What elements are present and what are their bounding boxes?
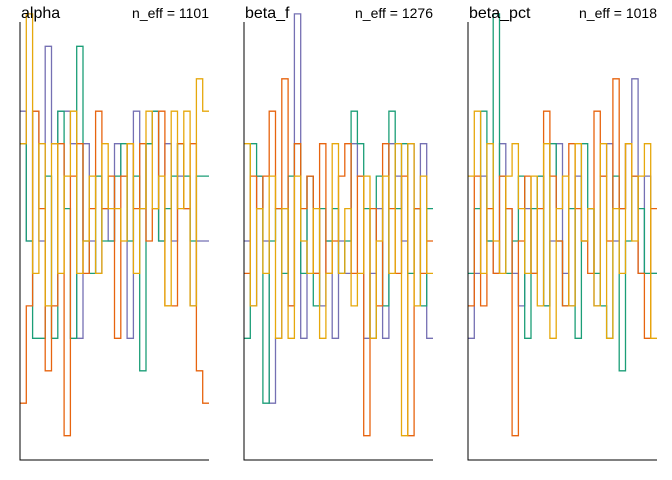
panel-alpha: alpha n_eff = 1101 [19, 5, 209, 461]
panel-beta_f: beta_f n_eff = 1276 [243, 5, 433, 461]
panel-title-beta_f: beta_f [245, 5, 290, 22]
axis-beta_pct [467, 22, 657, 461]
n-eff-label-beta_pct: n_eff = 1018 [579, 5, 657, 21]
n-eff-label-beta_f: n_eff = 1276 [355, 5, 433, 21]
trace-line-alpha-4 [20, 13, 209, 307]
panel-beta_pct: beta_pct n_eff = 1018 [467, 5, 657, 461]
axis-alpha [19, 22, 209, 461]
panel-title-alpha: alpha [21, 5, 60, 22]
panel-title-beta_pct: beta_pct [469, 5, 531, 22]
n-eff-label-alpha: n_eff = 1101 [132, 5, 209, 21]
trace-line-beta_pct-3 [468, 78, 657, 437]
trace-line-beta_pct-4 [468, 110, 657, 339]
trace-line-alpha-3 [20, 110, 209, 437]
trace-line-beta_f-4 [244, 143, 433, 437]
axis-beta_f [243, 22, 433, 461]
